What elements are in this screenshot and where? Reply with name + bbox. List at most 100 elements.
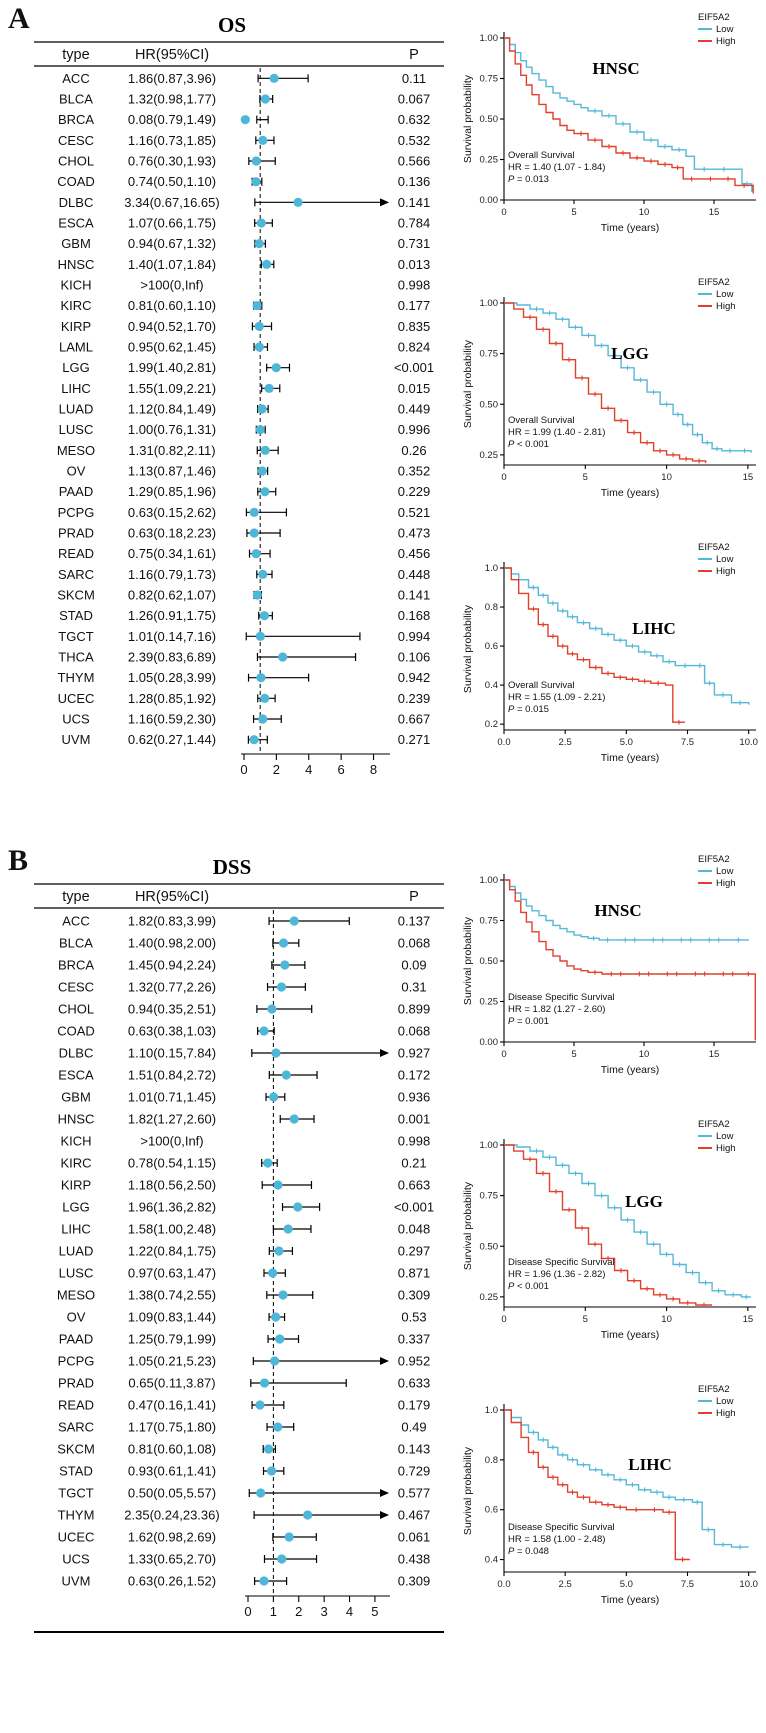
hr-point (289, 916, 299, 926)
svg-text:1.13(0.87,1.46): 1.13(0.87,1.46) (128, 464, 216, 479)
forest-row: UCEC 1.28(0.85,1.92) 0.239 (58, 691, 431, 706)
svg-text:1.45(0.94,2.24): 1.45(0.94,2.24) (128, 958, 216, 973)
svg-text:1.16(0.59,2.30): 1.16(0.59,2.30) (128, 712, 216, 727)
svg-text:LUAD: LUAD (59, 402, 94, 417)
svg-text:1.00: 1.00 (480, 33, 499, 44)
svg-text:LGG: LGG (62, 360, 89, 375)
km-annotation-pvalue: P = 0.001 (508, 1016, 549, 1027)
svg-text:1.28(0.85,1.92): 1.28(0.85,1.92) (128, 691, 216, 706)
svg-text:>100(0,Inf): >100(0,Inf) (140, 1134, 203, 1149)
hr-point (262, 259, 272, 269)
hr-point (281, 1070, 291, 1080)
svg-text:1.07(0.66,1.75): 1.07(0.66,1.75) (128, 216, 216, 231)
hr-point (255, 425, 265, 435)
km-annotation-line2: HR = 1.82 (1.27 - 2.60) (508, 1004, 605, 1015)
svg-text:0.0: 0.0 (497, 737, 510, 748)
svg-text:1.38(0.74,2.55): 1.38(0.74,2.55) (128, 1288, 216, 1303)
forest-header-type: type (62, 889, 89, 905)
svg-text:0.942: 0.942 (398, 670, 431, 685)
svg-text:3: 3 (321, 1604, 328, 1619)
forest-row: UCS 1.33(0.65,2.70) 0.438 (62, 1552, 430, 1567)
forest-row: LIHC 1.58(1.00,2.48) 0.048 (61, 1222, 430, 1237)
svg-text:0.577: 0.577 (398, 1486, 431, 1501)
svg-text:1.09(0.83,1.44): 1.09(0.83,1.44) (128, 1310, 216, 1325)
svg-text:0.143: 0.143 (398, 1442, 431, 1457)
hr-point (278, 938, 289, 948)
svg-text:LIHC: LIHC (61, 381, 91, 396)
forest-header-p: P (409, 47, 419, 63)
svg-text:0.899: 0.899 (398, 1002, 431, 1017)
km-cancer-label: LIHC (632, 619, 675, 638)
svg-text:0.50: 0.50 (480, 399, 499, 410)
km-y-axis-label: Survival probability (462, 339, 474, 428)
hr-point (251, 156, 261, 166)
svg-text:OV: OV (67, 1310, 86, 1325)
km-cancer-label: LGG (625, 1192, 663, 1211)
km-legend-label: High (716, 1143, 736, 1154)
svg-text:BRCA: BRCA (58, 958, 94, 973)
km-annotation-line1: Overall Survival (508, 150, 575, 161)
hr-point (284, 1532, 294, 1542)
km-cancer-label: HNSC (594, 901, 641, 920)
svg-text:0.65(0.11,3.87): 0.65(0.11,3.87) (128, 1376, 215, 1391)
svg-text:0.0: 0.0 (497, 1579, 510, 1590)
svg-text:BRCA: BRCA (58, 112, 94, 127)
svg-text:LUSC: LUSC (59, 1266, 94, 1281)
svg-text:KIRP: KIRP (61, 319, 91, 334)
svg-text:0.449: 0.449 (398, 402, 431, 417)
svg-text:0.067: 0.067 (398, 92, 431, 107)
km-annotation-pvalue: P = 0.015 (508, 704, 549, 715)
km-cancer-label: LGG (611, 344, 649, 363)
svg-text:0.6: 0.6 (485, 1505, 498, 1516)
forest-row: LUSC 1.00(0.76,1.31) 0.996 (59, 422, 431, 437)
svg-text:GBM: GBM (61, 1090, 91, 1105)
hr-point (263, 1444, 274, 1454)
svg-text:UVM: UVM (62, 732, 91, 747)
km-x-axis-label: Time (years) (601, 1064, 660, 1076)
svg-text:1.40(0.98,2.00): 1.40(0.98,2.00) (128, 936, 216, 951)
svg-text:0.936: 0.936 (398, 1090, 431, 1105)
forest-row: PRAD 0.65(0.11,3.87) 0.633 (58, 1376, 430, 1391)
hr-point (280, 960, 290, 970)
svg-text:0.179: 0.179 (398, 1398, 431, 1413)
svg-text:0.994: 0.994 (398, 629, 431, 644)
forest-row: THYM 1.05(0.28,3.99) 0.942 (58, 670, 431, 685)
svg-text:0.75(0.34,1.61): 0.75(0.34,1.61) (128, 546, 216, 561)
forest-row: TGCT 1.01(0.14,7.16) 0.994 (58, 629, 430, 644)
svg-text:15: 15 (709, 207, 720, 218)
km-curve-low (504, 879, 749, 941)
hr-point (267, 1004, 277, 1014)
svg-text:6: 6 (338, 762, 345, 777)
forest-row: CHOL 0.94(0.35,2.51) 0.899 (58, 1002, 430, 1017)
svg-text:1.12(0.84,1.49): 1.12(0.84,1.49) (128, 402, 216, 417)
svg-text:1.82(1.27,2.60): 1.82(1.27,2.60) (128, 1112, 216, 1127)
hr-point (271, 1312, 281, 1322)
svg-text:<0.001: <0.001 (394, 360, 434, 375)
svg-text:1.96(1.36,2.82): 1.96(1.36,2.82) (128, 1200, 216, 1215)
forest-row: LUAD 1.12(0.84,1.49) 0.449 (59, 402, 431, 417)
km-plot-dss-lihc: 0.4 0.6 0.8 1.0 0.0 2.5 5.0 7.5 10.0 Survival pro… (458, 1378, 764, 1643)
hr-point (269, 73, 279, 83)
forest-row: COAD 0.74(0.50,1.10) 0.136 (57, 174, 430, 189)
km-x-axis-label: Time (years) (601, 487, 660, 499)
forest-row: PCPG 1.05(0.21,5.23) 0.952 (58, 1354, 431, 1369)
km-annotation-line2: HR = 1.99 (1.40 - 2.81) (508, 427, 605, 438)
forest-row: SKCM 0.81(0.60,1.08) 0.143 (57, 1442, 430, 1457)
svg-text:THYM: THYM (58, 1508, 95, 1523)
svg-text:1.32(0.77,2.26): 1.32(0.77,2.26) (128, 980, 216, 995)
svg-text:1.58(1.00,2.48): 1.58(1.00,2.48) (128, 1222, 216, 1237)
km-plot-os-lihc: 0.2 0.4 0.6 0.8 1.0 0.0 2.5 5.0 7.5 10.0 Survival … (458, 536, 764, 801)
svg-text:1.00(0.76,1.31): 1.00(0.76,1.31) (128, 422, 216, 437)
svg-text:1.18(0.56,2.50): 1.18(0.56,2.50) (128, 1178, 216, 1193)
hr-point (259, 1378, 270, 1388)
svg-text:0.566: 0.566 (398, 154, 431, 169)
km-legend-label: High (716, 301, 736, 312)
km-annotation-pvalue: P < 0.001 (508, 439, 549, 450)
svg-text:0.50: 0.50 (480, 956, 499, 967)
hr-point (274, 1246, 284, 1256)
hr-point (260, 94, 270, 104)
svg-text:BLCA: BLCA (59, 936, 93, 951)
forest-title: DSS (213, 855, 252, 879)
km-y-axis-label: Survival probability (462, 604, 474, 693)
